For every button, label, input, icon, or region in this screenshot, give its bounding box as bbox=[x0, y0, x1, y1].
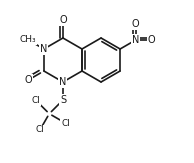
Text: O: O bbox=[59, 15, 67, 25]
Text: O: O bbox=[148, 35, 155, 45]
Text: O: O bbox=[132, 19, 139, 29]
Text: CH₃: CH₃ bbox=[19, 35, 36, 44]
Text: N: N bbox=[132, 35, 139, 45]
Text: Cl: Cl bbox=[36, 125, 44, 134]
Text: O: O bbox=[24, 75, 32, 85]
Text: N: N bbox=[59, 77, 66, 87]
Text: S: S bbox=[60, 95, 66, 105]
Text: Cl: Cl bbox=[32, 96, 40, 105]
Text: Cl: Cl bbox=[61, 119, 70, 128]
Text: N: N bbox=[40, 44, 47, 54]
